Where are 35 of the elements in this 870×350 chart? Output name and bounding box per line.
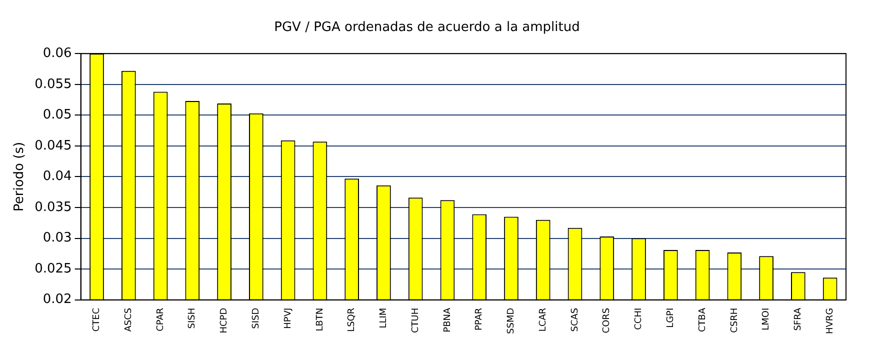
x-tick-label: HPVJ bbox=[283, 308, 294, 329]
x-tick-label: CPAR bbox=[156, 308, 166, 332]
x-tick-label: CCHI bbox=[634, 308, 644, 330]
x-tick-label: CTBA bbox=[698, 307, 708, 332]
x-tick-label: LCAR bbox=[538, 308, 548, 332]
x-tick-label: SCAS bbox=[570, 308, 580, 332]
y-tick-label: 0.02 bbox=[42, 292, 72, 308]
y-tick-label: 0.04 bbox=[42, 169, 72, 184]
x-tick-label: CTUH bbox=[410, 308, 421, 333]
x-tick-label: LSQR bbox=[347, 308, 358, 332]
y-tick-label: 0.03 bbox=[42, 230, 72, 246]
y-axis-title: Periodo (s) bbox=[12, 142, 28, 212]
x-tick-label: SSMD bbox=[506, 308, 517, 334]
y-tick-label: 0.025 bbox=[34, 261, 72, 276]
y-tick-label: 0.05 bbox=[42, 108, 72, 123]
x-tick-label: LGPI bbox=[666, 308, 676, 328]
x-tick-label: SFRA bbox=[794, 307, 804, 331]
x-tick-label: ASCS bbox=[124, 308, 134, 332]
x-tick-label: PBNA bbox=[442, 307, 453, 332]
x-tick-label: LBTN bbox=[315, 308, 326, 332]
y-tick-label: 0.045 bbox=[34, 138, 72, 154]
x-tick-label: CTEC bbox=[92, 308, 102, 332]
x-tick-label: HCPD bbox=[220, 308, 230, 334]
y-tick-label: 0.06 bbox=[42, 46, 72, 61]
chart-title: PGV / PGA ordenadas de acuerdo a la amplitud bbox=[274, 20, 580, 36]
x-tick-label: SISH bbox=[188, 308, 198, 329]
x-tick-label: LLIM bbox=[379, 308, 390, 328]
x-tick-label: HVRG bbox=[825, 308, 836, 334]
y-tick-label: 0.035 bbox=[34, 200, 72, 215]
x-tick-label: SISD bbox=[252, 308, 262, 329]
x-tick-label: CSRH bbox=[730, 308, 740, 333]
x-tick-label: CORS bbox=[602, 308, 612, 334]
x-tick-label: PPAR bbox=[474, 308, 485, 331]
y-tick-label: 0.055 bbox=[34, 76, 72, 92]
x-tick-label: LMOI bbox=[762, 308, 772, 330]
